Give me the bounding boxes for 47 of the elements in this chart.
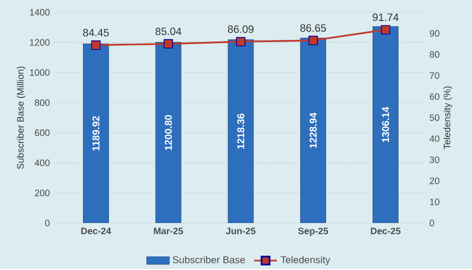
- data-label: 91.74: [372, 13, 399, 21]
- legend-label: Subscriber Base: [172, 256, 245, 264]
- bar: [372, 26, 398, 223]
- x-tick-label: Jun-25: [226, 227, 256, 234]
- data-label: 1189.92: [92, 116, 100, 150]
- x-tick-label: Sep-25: [298, 227, 328, 236]
- y-tick-label: 200: [34, 189, 50, 196]
- point: [91, 40, 101, 50]
- bar: [155, 42, 182, 223]
- y2-tick-label: 70: [430, 72, 440, 79]
- y2-tick-label: 40: [430, 135, 440, 142]
- y2-tick-label: 60: [430, 93, 440, 100]
- y2-tick-label: 20: [430, 177, 440, 184]
- data-label: 1306.14: [382, 106, 390, 142]
- y-tick-label: 600: [34, 129, 50, 136]
- y-tick-label: 400: [34, 159, 50, 166]
- data-label: 84.45: [83, 28, 109, 36]
- data-label: 1228.94: [310, 112, 317, 148]
- y2-tick-label: 90: [430, 30, 440, 36]
- x-tick-label: Dec-24: [81, 227, 112, 234]
- bar: [228, 39, 254, 223]
- x-tick-label: Mar-25: [154, 227, 184, 234]
- legend-label: Teledensity: [280, 256, 330, 266]
- data-label: 85.04: [156, 27, 182, 35]
- x-tick-label: Dec-25: [370, 227, 401, 234]
- y-tick-label: 0: [45, 219, 50, 226]
- point: [164, 38, 174, 48]
- bar: [83, 43, 109, 223]
- y2-tick-label: 10: [430, 198, 440, 205]
- point: [308, 36, 318, 45]
- bar: [300, 38, 326, 223]
- y2-tick-label: 50: [430, 114, 440, 121]
- data-label: 86.09: [228, 25, 254, 33]
- data-label: 86.65: [300, 24, 326, 32]
- y-axis-title: Subscriber Base (Million): [16, 66, 26, 169]
- point: [380, 24, 390, 34]
- y2-tick-label: 30: [430, 156, 440, 163]
- y2-tick-label: 0: [430, 219, 434, 226]
- y2-axis-title: Teledensity (%): [443, 86, 452, 150]
- point: [236, 36, 246, 46]
- y2-tick-label: 80: [430, 50, 440, 58]
- data-label: 1218.36: [237, 113, 244, 148]
- y-tick-label: 1400: [30, 8, 50, 16]
- y-tick-label: 800: [34, 99, 50, 106]
- y-tick-label: 1000: [30, 69, 50, 76]
- data-label: 1200.80: [164, 114, 172, 150]
- y-tick-label: 1200: [30, 38, 50, 46]
